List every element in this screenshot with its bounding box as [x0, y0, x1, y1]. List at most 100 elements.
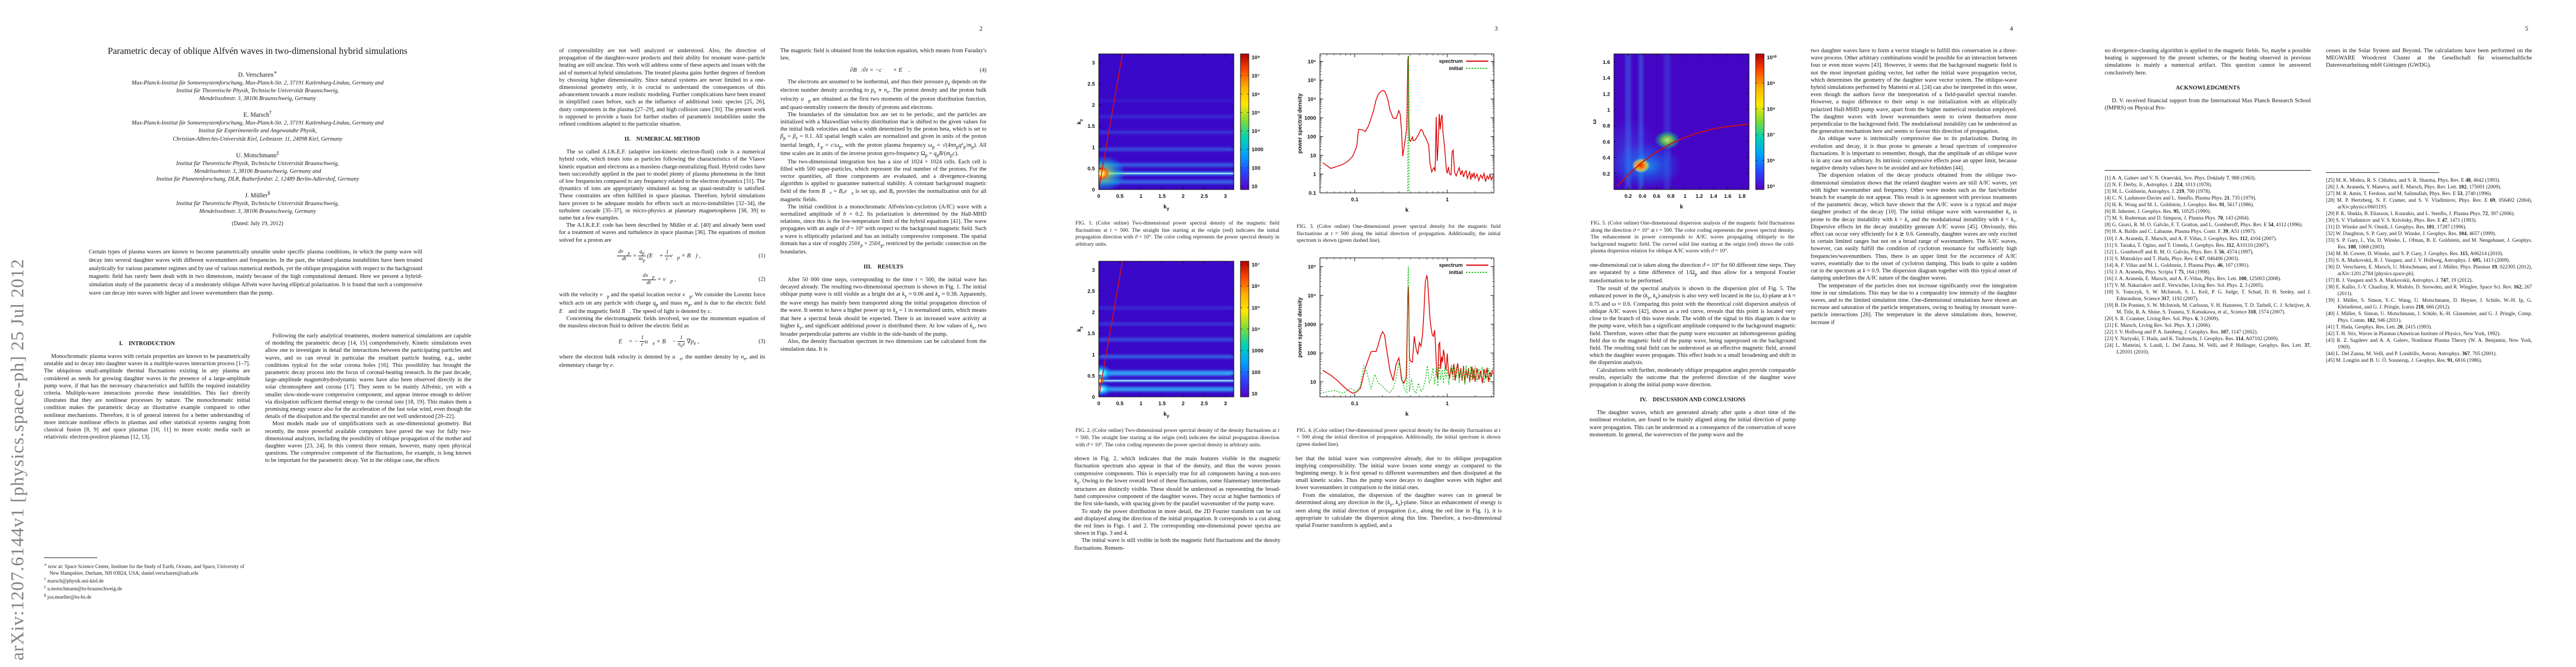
reference-item: [31] D. Winske and N. Omidi, J. Geophys.…: [2326, 224, 2467, 230]
paragraph: cesses in the Solar System and Beyond. T…: [2326, 48, 2532, 69]
reference-list: [1] A. A. Galeev and V. N. Oraevskii, So…: [2105, 170, 2311, 356]
svg-text:10⁶: 10⁶: [1308, 59, 1316, 65]
footnote: ∗ now at: Space Science Center, Institut…: [44, 561, 245, 576]
svg-text:1.6: 1.6: [1603, 59, 1610, 66]
reference-list: [25] M. K. Mishra, R. S. Chhabra, and S.…: [2326, 172, 2532, 365]
svg-text:10¹⁰: 10¹⁰: [1767, 55, 1777, 61]
svg-text:10: 10: [1310, 153, 1316, 159]
author-affiliation: Institut für Experimentelle und Angewand…: [198, 128, 317, 135]
paragraph: The initial wave is still visible in bot…: [1074, 537, 1280, 551]
svg-text:0.1: 0.1: [1351, 197, 1359, 203]
reference-item: [21] E. Marsch, Living Rev. Sol. Phys. 3…: [2105, 322, 2211, 328]
svg-text:0: 0: [1097, 193, 1100, 200]
svg-text:1: 1: [1092, 145, 1095, 151]
svg-text:0.6: 0.6: [1603, 139, 1610, 145]
svg-text:kz: kz: [1076, 119, 1084, 125]
reference-item: [39] J. Müller, S. Simon, Y.-C. Wang, U.…: [2326, 298, 2532, 311]
svg-text:100: 100: [1307, 350, 1316, 356]
page-number: 3: [1494, 26, 1498, 32]
paragraph: The two-dimensional integration box has …: [780, 158, 986, 203]
page-2: 2 of compressibility are not well analyz…: [515, 0, 1030, 667]
svg-text:10: 10: [1252, 184, 1258, 190]
paragraph: two daughter waves have to form a vector…: [1811, 48, 2017, 135]
reference-item: [8] G. Gnavi, R. M. O. Galvão, F. T. Gra…: [2105, 222, 2303, 228]
svg-text:1.5: 1.5: [1088, 123, 1095, 130]
figure-caption: FIG. 5. (Color online) One-dimensional d…: [1591, 220, 1795, 255]
svg-text:ky: ky: [1163, 203, 1169, 211]
reference-item: [28] M. P. Hertzberg, N. F. Cramer, and …: [2326, 197, 2532, 210]
author-affiliation: Mendelssohnstr. 3, 38106 Braunschweig, G…: [199, 208, 316, 215]
svg-text:power spectral density: power spectral density: [1297, 93, 1303, 153]
reference-item: [6] B. Inhester, J. Geophys. Res. 95, 10…: [2105, 209, 2211, 215]
reference-item: [32] W. Daughton, S. P. Gary, and D. Win…: [2326, 231, 2497, 237]
fig4-1d-psd-density: 0.1 1 10 100 1000 10⁴ 10⁵ spectrum initial k power…: [1297, 257, 1494, 417]
svg-text:2.5: 2.5: [1088, 81, 1095, 87]
svg-text:10⁷: 10⁷: [1252, 262, 1260, 268]
paragraph: Most models made use of simplifications …: [265, 421, 471, 464]
figure-caption: FIG. 2. (Color online) Two-dimensional p…: [1075, 427, 1279, 448]
paragraph: The magnetic field is obtained from the …: [780, 48, 986, 62]
reference-item: [36] D. Verscharen, E. Marsch, U. Motsch…: [2326, 265, 2533, 277]
page-4: 4 0.2 0.4 0.6 0.8 1 1.2 1.4 1.6 1.8 0.2 0.4 0.6 0.8 1…: [1546, 0, 2061, 667]
section-heading: ACKNOWLEDGMENTS: [2175, 84, 2240, 91]
svg-text:10⁵: 10⁵: [1252, 305, 1260, 311]
column-right: cesses in the Solar System and Beyond. T…: [2326, 47, 2532, 364]
author-name: D. Verscharen∗: [238, 70, 277, 78]
svg-text:1.8: 1.8: [1738, 193, 1746, 200]
equation-number: (1): [758, 252, 765, 259]
svg-text:1: 1: [1446, 401, 1449, 407]
svg-text:0.8: 0.8: [1603, 123, 1610, 130]
svg-text:10⁶: 10⁶: [1252, 92, 1260, 98]
paragraph: The A.I.K.E.F. code has been described b…: [559, 222, 765, 243]
figure-fig1: 0 0.5 1 1.5 2 2.5 3 0 0.5 1 1.5 2 2.5 3 ky kz 10⁸ 10⁷ 10⁶ 1…: [1074, 48, 1280, 218]
column-left: no divergence-cleaning algorithm is appl…: [2105, 47, 2311, 364]
paragraph: The initial condition is a monochromatic…: [780, 203, 986, 255]
svg-text:10⁴: 10⁴: [1308, 293, 1317, 299]
paragraph: After 50 000 time steps, corresponding t…: [780, 277, 987, 338]
reference-item: [15] J. A. Araneda, Phys. Scripta T 75, …: [2105, 269, 2211, 275]
svg-text:1: 1: [1607, 107, 1611, 113]
reference-item: [16] J. A. Araneda, E. Marsch, and A. F.…: [2105, 276, 2281, 282]
column-left: 0 0.5 1 1.5 2 2.5 3 0 0.5 1 1.5 2 2.5 3 ky kz 10⁸ 10⁷ 10⁶ 1…: [1074, 47, 1280, 552]
paragraph: The temperature of the particles does no…: [1811, 282, 2017, 326]
fig5-dispersion-analysis: 0.2 0.4 0.6 0.8 1 1.2 1.4 1.6 1.8 0.2 0.4 0.6 0.8 1 1.…: [1591, 53, 1777, 210]
author-name: E. Marsch†: [243, 110, 272, 119]
svg-text:3: 3: [1224, 401, 1227, 407]
svg-text:k: k: [1406, 207, 1409, 213]
section-heading: I. INTRODUCTION: [119, 341, 175, 347]
section-heading: II. NUMERICAL METHOD: [624, 136, 700, 143]
reference-item: [10] J. A. Araneda, E. Marsch, and A. F.…: [2105, 236, 2277, 242]
reference-item: [27] M. R. Amin, T. Ferdous, and M. Sali…: [2326, 191, 2492, 197]
reference-item: [22] J. V. Hollweg and P. A. Isenberg, J…: [2105, 329, 2258, 335]
reference-item: [17] V. M. Nakariakov and E. Verwichte, …: [2105, 282, 2264, 288]
svg-text:1: 1: [1683, 193, 1687, 200]
reference-item: [1] A. A. Galeev and V. N. Oraevskii, So…: [2105, 176, 2256, 182]
paragraph: Concerning the electromagnetic fields in…: [559, 316, 765, 330]
svg-text:initial: initial: [1449, 270, 1463, 276]
svg-text:1.5: 1.5: [1158, 401, 1166, 407]
footnote: † marsch@physik.uni-kiel.de: [44, 576, 104, 584]
svg-text:10⁴: 10⁴: [1252, 327, 1260, 333]
svg-text:2: 2: [1182, 193, 1184, 200]
reference-item: [45] M. Longtin and B. U. Ö. Sonnerup, J…: [2326, 358, 2482, 364]
page-5-columns: no divergence-cleaning algorithm is appl…: [2105, 47, 2532, 364]
svg-text:spectrum: spectrum: [1439, 262, 1463, 268]
arxiv-watermark: arXiv:1207.6144v1 [physics.space-ph] 25 …: [8, 258, 28, 660]
reference-item: [33] S. P. Gary, L. Yin, D. Winske, L. O…: [2326, 237, 2532, 250]
svg-text:1.2: 1.2: [1696, 193, 1703, 200]
svg-text:0.2: 0.2: [1603, 171, 1610, 177]
paragraph: Following the early analytical treatment…: [265, 333, 471, 420]
reference-rule: [2326, 172, 2440, 173]
reference-item: [42] T. H. Stix, Waves in Plasmas (Ameri…: [2326, 331, 2501, 337]
svg-text:3: 3: [1092, 267, 1095, 273]
svg-text:k: k: [1680, 203, 1683, 210]
footnote: ‡ u.motschmann@tu-braunschweig.de: [44, 584, 122, 592]
svg-text:1.2: 1.2: [1603, 91, 1610, 97]
paragraph: Monochromatic plasma waves with certain …: [44, 354, 250, 441]
fig2-2d-psd-density: 0 0.5 1 1.5 2 2.5 3 0 0.5 1 1.5 2 2.5 3 ky kz 10⁷ 10⁶ 10⁵ 1…: [1076, 261, 1263, 419]
equation-number: (4): [979, 67, 986, 73]
svg-text:10⁸: 10⁸: [1252, 55, 1260, 61]
svg-text:10⁵: 10⁵: [1308, 264, 1316, 270]
figure-fig4: 0.1 1 10 100 1000 10⁴ 10⁵ spectrum initial k power…: [1296, 252, 1502, 425]
svg-text:0.4: 0.4: [1603, 155, 1611, 161]
